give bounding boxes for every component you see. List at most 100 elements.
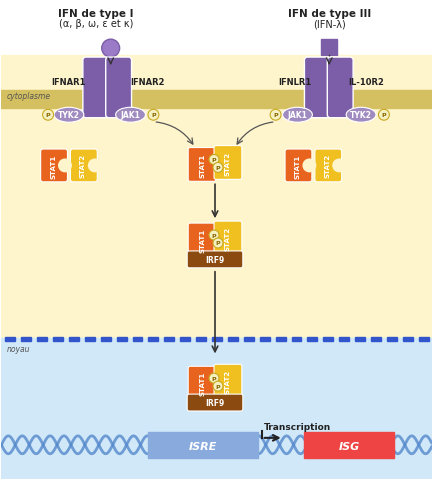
Circle shape bbox=[302, 159, 317, 173]
Circle shape bbox=[209, 155, 219, 165]
Text: cytoplasme: cytoplasme bbox=[6, 92, 51, 101]
Text: P: P bbox=[381, 113, 386, 118]
Bar bbox=[228, 338, 238, 342]
Bar bbox=[212, 338, 222, 342]
Text: STAT2: STAT2 bbox=[80, 154, 86, 178]
Bar bbox=[180, 338, 190, 342]
Bar bbox=[276, 338, 285, 342]
Bar bbox=[69, 338, 79, 342]
FancyBboxPatch shape bbox=[187, 394, 243, 411]
Text: P: P bbox=[212, 157, 216, 163]
Text: STAT2: STAT2 bbox=[225, 369, 231, 394]
FancyBboxPatch shape bbox=[315, 150, 342, 182]
Ellipse shape bbox=[116, 108, 145, 123]
FancyBboxPatch shape bbox=[285, 150, 312, 182]
FancyBboxPatch shape bbox=[188, 148, 216, 182]
Circle shape bbox=[88, 159, 102, 173]
Text: P: P bbox=[216, 166, 220, 170]
FancyBboxPatch shape bbox=[187, 252, 243, 268]
Text: STAT2: STAT2 bbox=[225, 151, 231, 175]
Circle shape bbox=[332, 159, 346, 173]
Text: P: P bbox=[216, 241, 220, 246]
Circle shape bbox=[213, 163, 223, 173]
Text: ISRE: ISRE bbox=[189, 441, 217, 451]
Bar bbox=[371, 338, 381, 342]
Text: IFN de type I: IFN de type I bbox=[58, 9, 133, 19]
Text: IFN de type III: IFN de type III bbox=[288, 9, 371, 19]
Circle shape bbox=[209, 230, 219, 240]
Text: JAK1: JAK1 bbox=[121, 111, 140, 120]
Bar bbox=[419, 338, 429, 342]
Text: P: P bbox=[212, 233, 216, 238]
Text: P: P bbox=[212, 376, 216, 381]
Text: IFNAR1: IFNAR1 bbox=[52, 78, 86, 87]
Text: IFNLR1: IFNLR1 bbox=[278, 78, 311, 87]
FancyBboxPatch shape bbox=[83, 58, 109, 119]
FancyBboxPatch shape bbox=[327, 58, 353, 119]
Text: P: P bbox=[273, 113, 278, 118]
Bar bbox=[355, 338, 365, 342]
Text: STAT1: STAT1 bbox=[199, 371, 205, 396]
Bar bbox=[387, 338, 397, 342]
Circle shape bbox=[213, 382, 223, 391]
Bar bbox=[53, 338, 63, 342]
Bar bbox=[101, 338, 111, 342]
Ellipse shape bbox=[54, 108, 84, 123]
Text: (IFN-λ): (IFN-λ) bbox=[313, 19, 346, 29]
Bar bbox=[116, 338, 126, 342]
Circle shape bbox=[378, 110, 389, 121]
Text: STAT1: STAT1 bbox=[294, 154, 301, 178]
Text: P: P bbox=[216, 384, 220, 389]
FancyBboxPatch shape bbox=[304, 58, 330, 119]
Bar bbox=[244, 338, 254, 342]
Text: TYK2: TYK2 bbox=[350, 111, 372, 120]
Circle shape bbox=[58, 159, 72, 173]
Bar bbox=[21, 338, 31, 342]
Text: STAT1: STAT1 bbox=[199, 153, 205, 177]
Circle shape bbox=[209, 373, 219, 384]
FancyBboxPatch shape bbox=[321, 40, 337, 56]
Text: ISG: ISG bbox=[339, 441, 360, 451]
Bar bbox=[291, 338, 301, 342]
Circle shape bbox=[270, 110, 281, 121]
Text: STAT2: STAT2 bbox=[324, 154, 330, 178]
Bar bbox=[1, 1, 432, 56]
Bar bbox=[307, 338, 317, 342]
Bar bbox=[132, 338, 142, 342]
Bar bbox=[149, 432, 258, 458]
FancyBboxPatch shape bbox=[214, 146, 242, 180]
Bar bbox=[165, 338, 174, 342]
Bar bbox=[1, 339, 432, 479]
Circle shape bbox=[148, 110, 159, 121]
Bar bbox=[196, 338, 206, 342]
Bar bbox=[323, 338, 333, 342]
FancyBboxPatch shape bbox=[41, 150, 68, 182]
Bar bbox=[403, 338, 413, 342]
Text: IRF9: IRF9 bbox=[205, 398, 225, 407]
FancyBboxPatch shape bbox=[188, 367, 216, 400]
Text: IL-10R2: IL-10R2 bbox=[348, 78, 384, 87]
Bar bbox=[1, 91, 432, 108]
Bar bbox=[304, 432, 394, 458]
Text: P: P bbox=[46, 113, 50, 118]
Bar bbox=[5, 338, 15, 342]
Circle shape bbox=[213, 239, 223, 249]
Text: IRF9: IRF9 bbox=[205, 255, 225, 264]
Circle shape bbox=[42, 110, 54, 121]
Ellipse shape bbox=[346, 108, 376, 123]
Text: STAT1: STAT1 bbox=[50, 154, 56, 178]
Text: STAT1: STAT1 bbox=[199, 228, 205, 252]
Bar bbox=[149, 338, 158, 342]
Bar bbox=[339, 338, 349, 342]
FancyBboxPatch shape bbox=[188, 224, 216, 257]
Text: (α, β, ω, ε et κ): (α, β, ω, ε et κ) bbox=[58, 19, 133, 29]
Bar bbox=[260, 338, 270, 342]
Circle shape bbox=[102, 40, 120, 58]
Text: Transcription: Transcription bbox=[264, 422, 331, 432]
FancyBboxPatch shape bbox=[106, 58, 132, 119]
Text: noyau: noyau bbox=[6, 344, 30, 353]
Ellipse shape bbox=[283, 108, 312, 123]
Text: STAT2: STAT2 bbox=[225, 227, 231, 251]
Text: P: P bbox=[151, 113, 156, 118]
FancyBboxPatch shape bbox=[214, 364, 242, 398]
